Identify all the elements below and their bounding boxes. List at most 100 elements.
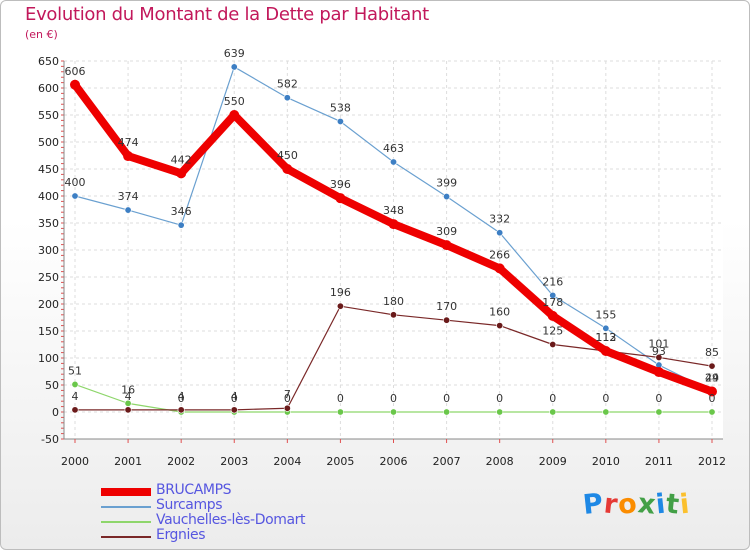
data-label: 4 [231,390,238,403]
data-point [124,206,132,214]
data-point [283,94,291,102]
data-label: 266 [489,248,510,261]
data-label: 396 [330,178,351,191]
data-label: 7 [284,388,291,401]
data-point [496,322,504,330]
data-label: 400 [65,176,86,189]
data-label: 399 [436,177,457,190]
data-label: 450 [277,149,298,162]
x-tick-label: 2003 [220,455,248,468]
data-point [177,406,185,414]
y-tick-label: 0 [52,406,59,419]
data-point [230,63,238,71]
data-label: 16 [121,383,135,396]
data-point [123,151,134,162]
data-label: 155 [595,308,616,321]
y-tick-label: 200 [38,298,59,311]
data-label: 85 [705,346,719,359]
y-tick-label: 600 [38,82,59,95]
data-label: 112 [595,331,616,344]
data-label: 180 [383,295,404,308]
data-label: 0 [231,392,238,405]
data-label: 0 [337,392,344,405]
data-point [549,408,557,416]
data-point [176,168,187,179]
data-label: 170 [436,300,457,313]
data-label: 346 [171,205,192,218]
proxiti-logo: Proxiti [581,487,693,522]
data-label: 51 [68,364,82,377]
x-tick-label: 2008 [486,455,514,468]
data-point [283,404,291,412]
data-label: 4 [125,390,132,403]
x-tick-label: 2002 [167,455,195,468]
data-point [708,408,716,416]
data-point [388,219,399,230]
data-label: 0 [496,392,503,405]
data-point [336,302,344,310]
data-label: 125 [542,325,563,338]
data-point [229,110,240,120]
data-point [336,408,344,416]
chart-title: Evolution du Montant de la Dette par Hab… [25,4,429,25]
y-tick-label: 350 [38,217,59,230]
data-label: 0 [390,392,397,405]
data-point [230,406,238,414]
data-label: 606 [65,65,86,78]
legend-label: Ergnies [156,527,206,543]
legend-swatch [101,536,151,538]
data-point [335,193,346,204]
data-point [549,291,557,299]
y-tick-label: -50 [41,433,59,446]
data-label: 29 [705,371,719,384]
data-point [655,353,663,361]
data-label: 101 [648,337,669,350]
data-label: 0 [602,392,609,405]
data-point [443,193,451,201]
data-point [496,408,504,416]
data-point [655,408,663,416]
data-label: 93 [652,345,666,358]
data-point [443,316,451,324]
data-label: 160 [489,306,510,319]
y-tick-label: 650 [38,55,59,68]
data-label: 0 [284,392,291,405]
data-point [707,386,717,397]
data-label: 216 [542,275,563,288]
data-label: 178 [542,296,563,309]
data-label: 348 [383,204,404,217]
data-point [336,117,344,125]
data-point [71,406,79,414]
data-point [653,367,664,378]
x-tick-label: 2005 [326,455,354,468]
data-point [602,324,610,332]
x-tick-label: 2006 [380,455,408,468]
data-point [71,192,79,200]
x-tick-label: 2011 [645,455,673,468]
data-label: 332 [489,213,510,226]
data-point [71,380,79,388]
x-tick-label: 2007 [433,455,461,468]
data-point [549,340,557,348]
data-point [496,229,504,237]
y-tick-label: 500 [38,136,59,149]
x-tick-label: 2000 [61,455,89,468]
data-point [389,408,397,416]
y-tick-label: 400 [38,190,59,203]
data-point [124,406,132,414]
data-label: 196 [330,286,351,299]
legend-swatch [101,488,151,496]
data-label: 538 [330,101,351,114]
y-tick-label: 300 [38,244,59,257]
data-point [602,408,610,416]
data-label: 550 [224,95,245,108]
data-label: 442 [171,153,192,166]
y-tick-label: 100 [38,352,59,365]
data-point [708,362,716,370]
y-tick-label: 550 [38,109,59,122]
y-tick-label: 150 [38,325,59,338]
x-tick-label: 2004 [273,455,301,468]
data-point [547,310,558,321]
